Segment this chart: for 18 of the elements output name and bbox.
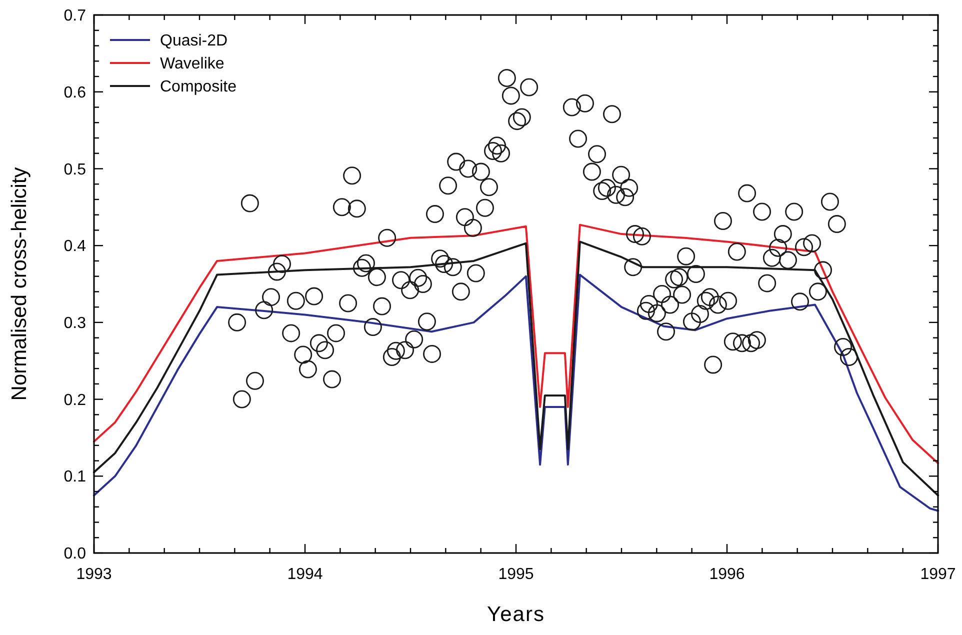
x-axis-title: Years	[487, 603, 545, 626]
x-tick-label: 1997	[920, 566, 956, 583]
legend-label: Quasi-2D	[160, 32, 228, 50]
y-tick-label: 0.2	[64, 392, 86, 409]
y-tick-label: 0.7	[64, 8, 86, 25]
x-tick-label: 1996	[709, 566, 745, 583]
y-tick-label: 0.1	[64, 468, 86, 486]
y-tick-label: 0.5	[64, 161, 86, 178]
y-tick-label: 0.0	[64, 546, 86, 563]
y-tick-label: 0.6	[64, 84, 86, 102]
x-tick-label: 1994	[287, 566, 323, 583]
y-tick-label: 0.3	[64, 315, 86, 332]
y-axis-title: Normalised cross-helicity	[8, 166, 31, 401]
x-tick-label: 1993	[76, 566, 112, 583]
legend-label: Composite	[160, 78, 237, 96]
y-tick-label: 0.4	[64, 238, 86, 256]
legend-label: Wavelike	[160, 56, 224, 73]
x-tick-label: 1995	[498, 566, 534, 583]
